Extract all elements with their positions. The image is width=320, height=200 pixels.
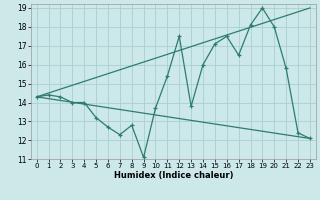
X-axis label: Humidex (Indice chaleur): Humidex (Indice chaleur) xyxy=(114,171,233,180)
